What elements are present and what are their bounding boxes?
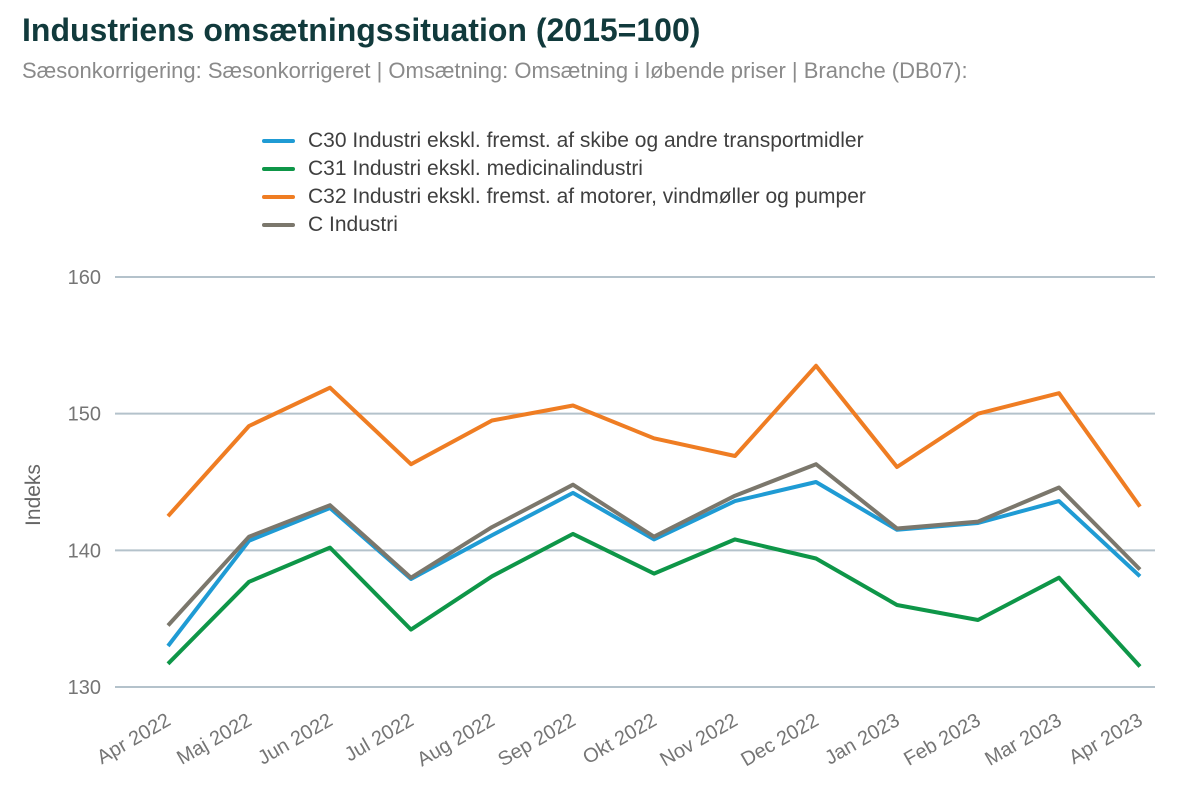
legend-swatch-c <box>262 222 295 227</box>
page-title: Industriens omsætningssituation (2015=10… <box>22 12 701 48</box>
legend-swatch-c32 <box>262 194 295 199</box>
legend-item-c32[interactable]: C32 Industri ekskl. fremst. af motorer, … <box>262 184 866 208</box>
legend-label: C32 Industri ekskl. fremst. af motorer, … <box>308 184 866 208</box>
x-axis-label: Nov 2022 <box>656 709 741 771</box>
legend-item-c31[interactable]: C31 Industri ekskl. medicinalindustri <box>262 156 866 180</box>
series-line-c31 <box>166 531 1142 668</box>
series-line-c30 <box>166 480 1142 648</box>
y-tick-label: 160 <box>68 267 101 289</box>
x-axis-label: Okt 2022 <box>579 709 660 769</box>
y-tick-label: 130 <box>68 677 101 699</box>
x-axis-label: Sep 2022 <box>494 709 579 771</box>
legend-swatch-c31 <box>262 166 295 171</box>
chart-subtitle: Sæsonkorrigering: Sæsonkorrigeret | Omsæ… <box>22 58 968 83</box>
x-axis-label: Mar 2023 <box>981 709 1065 770</box>
x-axis-label: Jun 2022 <box>254 709 336 769</box>
legend-swatch-c30 <box>262 138 295 143</box>
x-axis-label: Apr 2023 <box>1065 709 1146 769</box>
x-axis-label: Maj 2022 <box>173 709 255 769</box>
x-axis-label: Aug 2022 <box>413 709 498 771</box>
legend-item-c30[interactable]: C30 Industri ekskl. fremst. af skibe og … <box>262 128 866 152</box>
x-axis-label: Jan 2023 <box>821 709 903 769</box>
y-axis-title: Indeks <box>22 464 45 526</box>
x-axis-label: Jul 2022 <box>341 709 417 766</box>
y-tick-label: 140 <box>68 540 101 562</box>
x-axis-label: Dec 2022 <box>737 709 822 771</box>
legend-label: C Industri <box>308 212 398 236</box>
legend-label: C30 Industri ekskl. fremst. af skibe og … <box>308 128 864 152</box>
x-axis-label: Feb 2023 <box>900 709 984 770</box>
x-axis-label: Apr 2022 <box>93 709 174 769</box>
y-tick-label: 150 <box>68 404 101 426</box>
series-line-c32 <box>166 363 1142 518</box>
legend-label: C31 Industri ekskl. medicinalindustri <box>308 156 643 180</box>
legend-item-c[interactable]: C Industri <box>262 212 866 236</box>
legend: C30 Industri ekskl. fremst. af skibe og … <box>262 128 866 236</box>
series-line-c <box>166 462 1142 627</box>
